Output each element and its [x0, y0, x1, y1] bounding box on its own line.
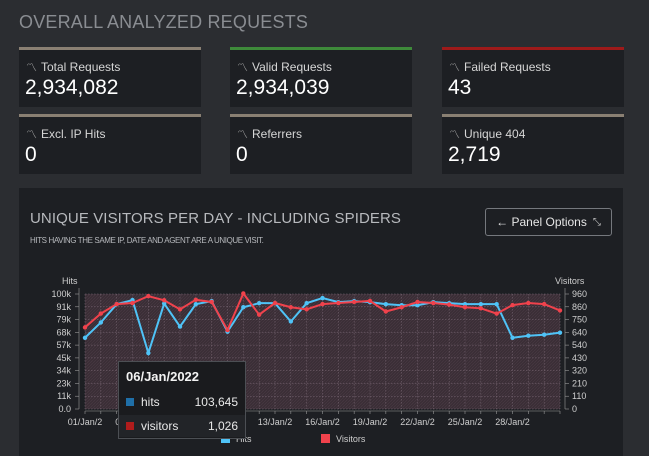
- tooltip-row-hits: hits 103,645: [119, 391, 245, 413]
- card-bar: [19, 47, 201, 50]
- card-value: 2,719: [448, 143, 501, 166]
- card-value: 2,934,039: [236, 76, 330, 99]
- card-label: Excl. IP Hits: [41, 127, 106, 141]
- chart-tooltip: 06/Jan/2022 hits 103,645 visitors 1,026: [118, 361, 246, 439]
- card-label: Total Requests: [41, 60, 121, 74]
- trend-icon: 〽: [26, 62, 37, 74]
- trend-icon: 〽: [26, 129, 37, 141]
- card-value: 0: [236, 143, 248, 166]
- card-label: Failed Requests: [464, 60, 551, 74]
- tooltip-row-name: visitors: [141, 419, 179, 433]
- card-bar: [19, 114, 201, 117]
- trend-icon: 〽: [237, 129, 248, 141]
- trend-icon: 〽: [449, 62, 460, 74]
- card-bar: [230, 114, 412, 117]
- tooltip-title: 06/Jan/2022: [126, 369, 200, 384]
- card-failed-requests: 〽 Failed Requests 43: [442, 47, 624, 107]
- card-total-requests: 〽 Total Requests 2,934,082: [19, 47, 201, 107]
- tooltip-row-name: hits: [141, 395, 160, 409]
- panel-subtitle: HITS HAVING THE SAME IP, DATE AND AGENT …: [30, 236, 264, 245]
- tooltip-row-visitors: visitors 1,026: [119, 415, 245, 437]
- tooltip-row-value: 103,645: [194, 395, 238, 409]
- card-bar: [442, 47, 624, 50]
- card-excl-ip-hits: 〽 Excl. IP Hits 0: [19, 114, 201, 174]
- card-bar: [230, 47, 412, 50]
- tooltip-swatch-hits: [126, 398, 134, 406]
- visitors-panel: UNIQUE VISITORS PER DAY - INCLUDING SPID…: [19, 188, 623, 456]
- card-bar: [442, 114, 624, 117]
- card-value: 0: [25, 143, 37, 166]
- panel-options-button[interactable]: ← Panel Options ⤡: [485, 208, 612, 236]
- tooltip-swatch-visitors: [126, 422, 134, 430]
- card-value: 43: [448, 76, 472, 99]
- panel-title: UNIQUE VISITORS PER DAY - INCLUDING SPID…: [30, 210, 402, 227]
- trend-icon: 〽: [449, 129, 460, 141]
- tooltip-row-value: 1,026: [207, 419, 238, 433]
- card-valid-requests: 〽 Valid Requests 2,934,039: [230, 47, 412, 107]
- card-unique-404: 〽 Unique 404 2,719: [442, 114, 624, 174]
- expand-icon: ⤡: [592, 216, 601, 228]
- page-title: OVERALL ANALYZED REQUESTS: [19, 12, 309, 32]
- trend-icon: 〽: [237, 62, 248, 74]
- card-label: Referrers: [252, 127, 303, 141]
- card-referrers: 〽 Referrers 0: [230, 114, 412, 174]
- card-label: Unique 404: [464, 127, 526, 141]
- panel-options-label: ← Panel Options: [496, 215, 587, 229]
- card-value: 2,934,082: [25, 76, 119, 99]
- card-label: Valid Requests: [252, 60, 332, 74]
